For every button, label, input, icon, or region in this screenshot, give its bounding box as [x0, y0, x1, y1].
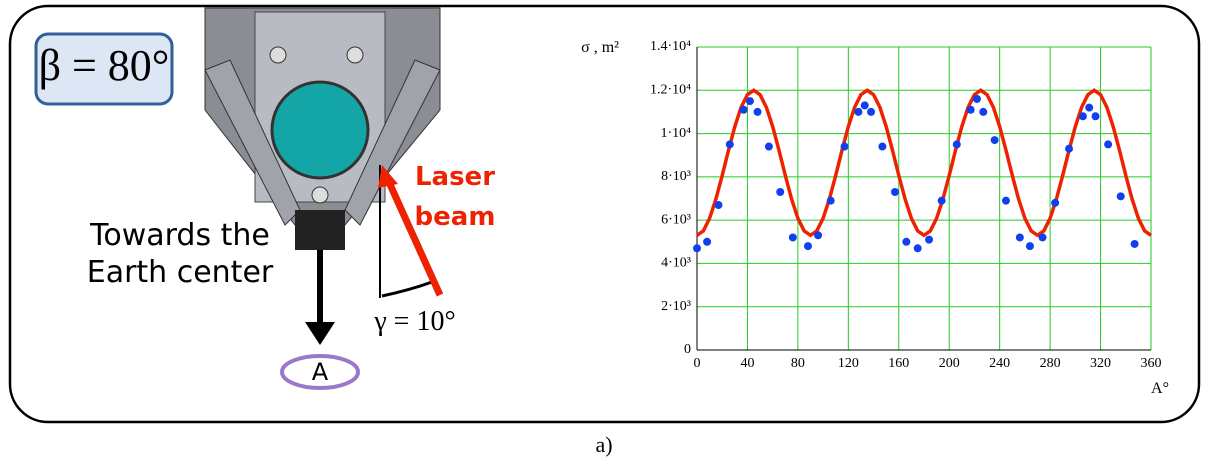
point — [979, 108, 987, 116]
frame — [10, 6, 1199, 422]
x-tick-label: 200 — [939, 356, 960, 371]
point — [776, 188, 784, 196]
rotation-label: A — [312, 358, 329, 386]
y-tick-label: 4·10³ — [661, 256, 691, 271]
point — [861, 101, 869, 109]
point — [740, 106, 748, 114]
point — [914, 244, 922, 252]
point — [714, 201, 722, 209]
y-tick-label: 6·10³ — [661, 212, 691, 227]
direction-label: Earth center — [87, 255, 274, 290]
point — [938, 197, 946, 205]
point — [1039, 233, 1047, 241]
point — [814, 231, 822, 239]
point — [1085, 104, 1093, 112]
x-tick-label: 160 — [888, 356, 909, 371]
point — [902, 238, 910, 246]
y-tick-label: 1·10⁴ — [660, 126, 691, 141]
figure: β = 80° Towards the Earth center Laser b… — [0, 0, 1209, 467]
point — [703, 238, 711, 246]
x-tick-label: 120 — [838, 356, 859, 371]
point — [841, 143, 849, 151]
caption: a) — [595, 432, 612, 457]
point — [925, 236, 933, 244]
point — [1117, 192, 1125, 200]
beta-label: β = 80° — [39, 41, 170, 90]
point — [804, 242, 812, 250]
point — [1079, 112, 1087, 120]
point — [891, 188, 899, 196]
point — [746, 97, 754, 105]
x-tick-label: 320 — [1090, 356, 1111, 371]
x-tick-label: 360 — [1141, 356, 1162, 371]
point — [1104, 140, 1112, 148]
point — [1002, 197, 1010, 205]
direction-label: Towards the — [89, 218, 270, 253]
x-tick-label: 80 — [791, 356, 805, 371]
y-tick-label: 1.4·10⁴ — [650, 39, 691, 54]
x-tick-label: 40 — [740, 356, 754, 371]
point — [789, 233, 797, 241]
laser-label: beam — [415, 202, 496, 232]
y-tick-label: 0 — [684, 342, 691, 357]
x-tick-label: 240 — [989, 356, 1010, 371]
laser-label: Laser — [415, 162, 495, 192]
x-tick-label: 280 — [1040, 356, 1061, 371]
point — [967, 106, 975, 114]
point — [854, 108, 862, 116]
point — [878, 143, 886, 151]
y-tick-label: 8·10³ — [661, 169, 691, 184]
point — [765, 143, 773, 151]
point — [867, 108, 875, 116]
y-tick-label: 1.2·10⁴ — [650, 83, 691, 98]
point — [1016, 233, 1024, 241]
point — [1026, 242, 1034, 250]
point — [827, 197, 835, 205]
point — [726, 140, 734, 148]
point — [973, 95, 981, 103]
point — [693, 244, 701, 252]
point — [991, 136, 999, 144]
point — [953, 140, 961, 148]
y-axis-label: σ , m² — [581, 39, 619, 56]
x-axis-label: A° — [1151, 380, 1169, 397]
gamma-label: γ = 10° — [373, 306, 455, 337]
point — [1131, 240, 1139, 248]
y-tick-label: 2·10³ — [661, 299, 691, 314]
point — [754, 108, 762, 116]
point — [1065, 145, 1073, 153]
x-tick-label: 0 — [694, 356, 701, 371]
point — [1092, 112, 1100, 120]
point — [1051, 199, 1059, 207]
